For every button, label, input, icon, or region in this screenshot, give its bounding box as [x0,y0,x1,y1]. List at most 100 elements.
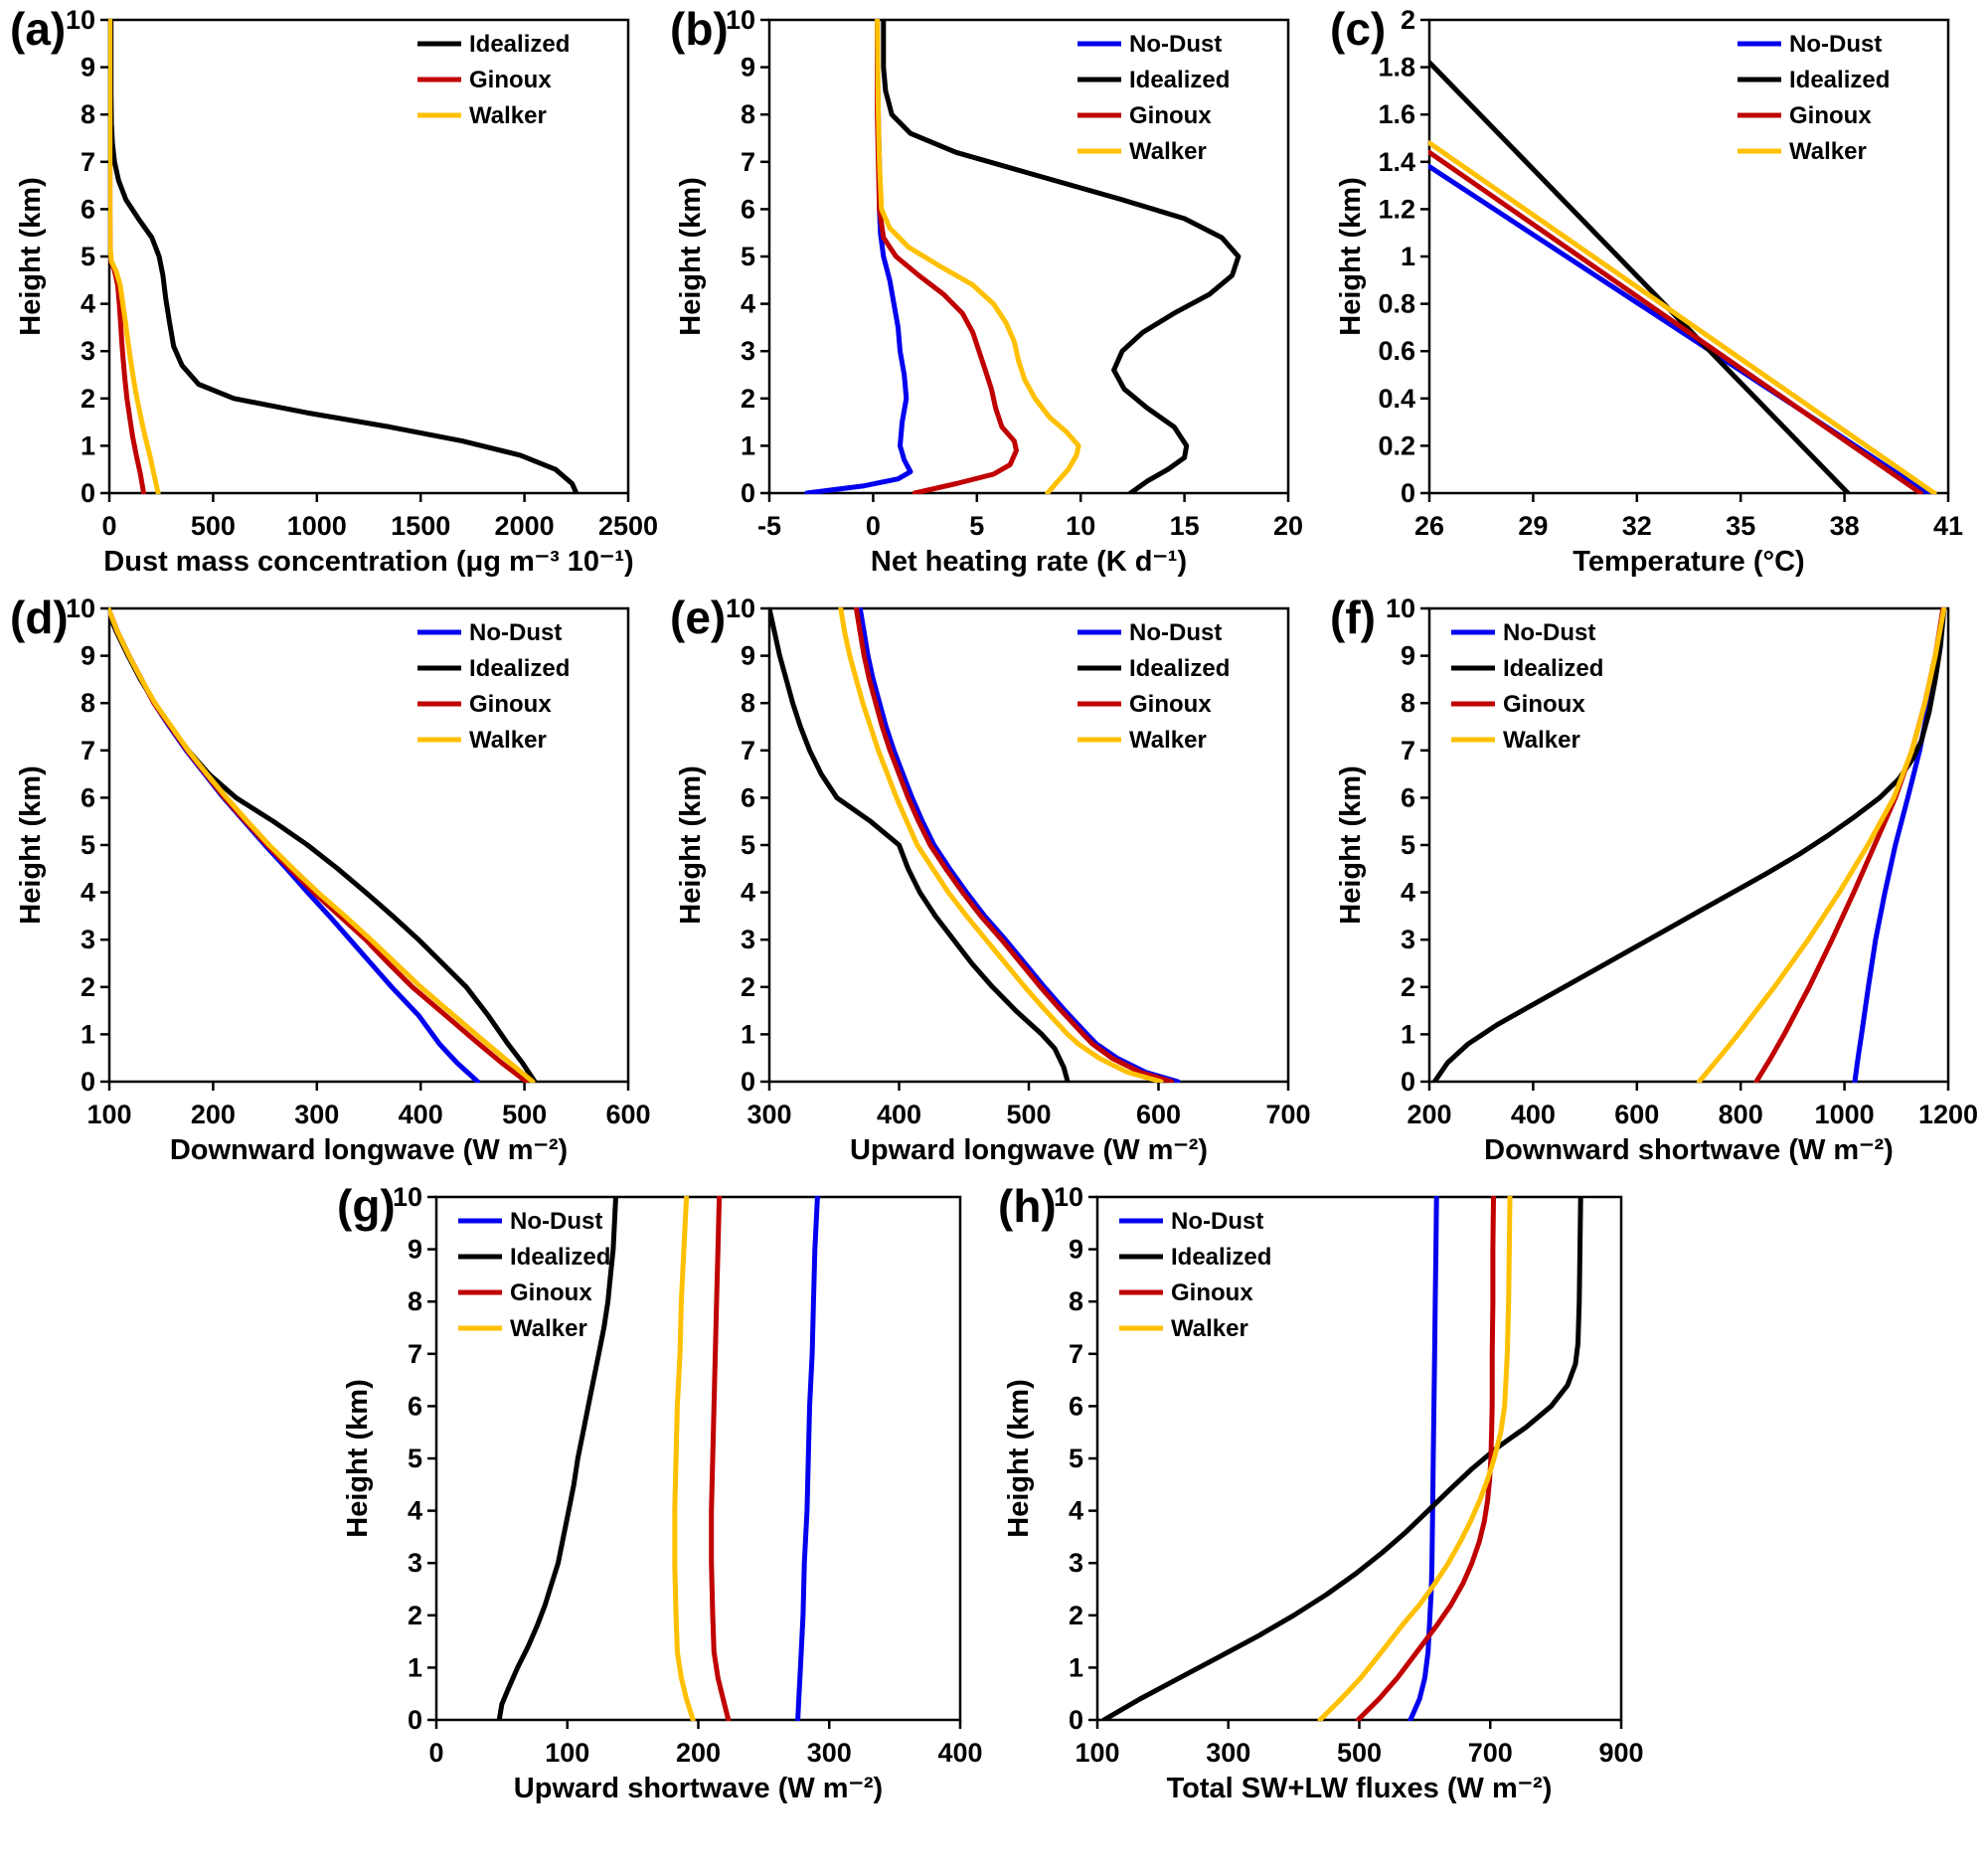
x-tick-label: 700 [1265,1100,1310,1129]
y-tick-label: 7 [1069,1339,1083,1369]
y-tick-label: 9 [81,641,95,671]
legend-label-walker: Walker [469,102,547,129]
x-tick-label: 700 [1468,1738,1513,1768]
y-tick-label: 10 [66,5,95,35]
y-tick-label: 2 [1069,1601,1083,1630]
legend-label-idealized: Idealized [1503,655,1603,682]
y-tick-label: 2 [741,972,755,1002]
legend-label-ginoux: Ginoux [469,691,552,718]
chart-e: 300 400 500 600 700 0 1 2 3 4 5 6 7 8 9 10 Upward longwa… [675,594,1311,1166]
x-tick-label: 100 [1075,1738,1119,1768]
chart-f: 200 400 600 800 1000 1200 0 1 2 3 4 5 6 7 8 9 10 Downward… [1335,594,1978,1166]
y-tick-label: 3 [741,925,755,954]
legend-label-no-dust: No-Dust [1129,619,1222,646]
panel-h: (h) 100 300 500 700 900 0 1 2 3 4 5 6 7 8 9 10 Total SW+… [994,1179,1655,1815]
y-tick-label: 9 [1401,641,1415,671]
x-axis-label: Upward shortwave (W m⁻²) [514,1773,883,1804]
x-tick-label: 600 [1136,1100,1181,1129]
y-tick-label: 0.2 [1378,430,1415,460]
figure-row-3: (g) 0 100 200 300 400 0 1 2 3 4 5 6 7 8 9 10 Upward shor… [0,1179,1988,1815]
legend-label-idealized: Idealized [510,1244,610,1271]
y-tick-label: 4 [741,289,755,319]
y-tick-label: 7 [81,736,95,766]
panel-tag-c: (c) [1330,3,1387,55]
x-tick-label: 200 [191,1100,236,1129]
x-tick-label: 800 [1719,1100,1763,1129]
chart-c: 26 29 32 35 38 41 0 0.2 0.4 0.6 0.8 1 1.2 1.4 1.6 1.8 2 T… [1335,5,1963,578]
legend-label-idealized: Idealized [1789,67,1890,93]
y-tick-label: 6 [1069,1391,1083,1421]
x-tick-label: 0 [866,511,881,541]
y-tick-label: 8 [81,99,95,129]
y-tick-label: 9 [741,53,755,83]
series-idealized [768,607,1071,1083]
y-tick-label: 7 [81,147,95,177]
figure-row-2: (d) 100 200 300 400 500 600 0 1 2 3 4 5 6 7 8 9 10 Downwa… [0,591,1988,1177]
legend-label-idealized: Idealized [1171,1244,1271,1271]
y-tick-label: 10 [393,1182,422,1212]
legend-label-walker: Walker [510,1315,587,1342]
figure-row-1: (a) 0 500 1000 1500 2000 2500 0 1 2 3 4 5 6 7 8 9 10 Dust… [0,2,1988,589]
y-tick-label: 1.2 [1378,194,1415,224]
series-group [1428,60,1937,494]
y-tick-label: 3 [81,336,95,366]
x-tick-label: 300 [746,1100,791,1129]
y-tick-label: 2 [81,972,95,1002]
y-axis-label: Height (km) [675,766,707,925]
y-tick-label: 0 [1401,1067,1415,1097]
series-idealized [881,19,1242,494]
panel-f: (f) 200 400 600 800 1000 1200 0 1 2 3 4 5 6 7 8 9 10 Down… [1326,591,1982,1177]
y-tick-label: 2 [1401,5,1415,35]
x-axis-label: Total SW+LW fluxes (W m⁻²) [1167,1773,1553,1804]
y-tick-label: 9 [81,53,95,83]
y-tick-label: 3 [1401,925,1415,954]
y-tick-label: 4 [1401,878,1415,908]
panel-tag-h: (h) [998,1180,1057,1232]
legend-label-no-dust: No-Dust [1171,1208,1263,1235]
y-tick-label: 10 [1386,594,1415,623]
series-walker [108,19,161,494]
y-tick-label: 7 [1401,736,1415,766]
legend-label-walker: Walker [1503,727,1580,754]
y-tick-label: 5 [1069,1444,1083,1473]
legend-label-walker: Walker [1171,1315,1248,1342]
series-idealized [108,19,580,494]
x-tick-label: -5 [757,511,781,541]
y-tick-label: 8 [1401,688,1415,718]
y-tick-label: 0 [408,1705,422,1735]
legend-label-ginoux: Ginoux [469,67,552,93]
series-idealized [1431,607,1947,1083]
y-tick-label: 5 [408,1444,422,1473]
y-tick-label: 10 [726,594,755,623]
panel-tag-a: (a) [10,3,67,55]
legend-label-no-dust: No-Dust [1503,619,1595,646]
legend-label-ginoux: Ginoux [1129,102,1212,129]
plot-frame [434,1195,962,1722]
plot-frame [1095,1195,1623,1722]
y-tick-label: 3 [408,1548,422,1578]
series-ginoux [1428,149,1923,494]
x-tick-label: 400 [937,1738,982,1768]
x-tick-label: 400 [877,1100,921,1129]
series-group [496,1196,820,1721]
x-tick-label: 400 [1511,1100,1556,1129]
panel-tag-b: (b) [670,3,729,55]
x-tick-label: 1000 [1815,1100,1875,1129]
y-tick-label: 1.6 [1378,99,1415,129]
series-walker [672,1196,696,1721]
series-ginoux [853,607,1175,1083]
x-tick-label: 26 [1414,511,1444,541]
y-tick-label: 4 [741,878,755,908]
panel-d: (d) 100 200 300 400 500 600 0 1 2 3 4 5 6 7 8 9 10 Downwa… [6,591,662,1177]
legend-label-ginoux: Ginoux [1129,691,1212,718]
series-group [108,19,580,494]
y-tick-label: 4 [408,1496,422,1526]
y-axis-label: Height (km) [1335,177,1367,336]
x-tick-label: 400 [399,1100,443,1129]
x-tick-label: 10 [1066,511,1095,541]
series-group [768,607,1181,1083]
y-tick-label: 1 [408,1652,422,1682]
y-tick-label: 1 [81,1019,95,1049]
y-tick-label: 5 [741,242,755,271]
